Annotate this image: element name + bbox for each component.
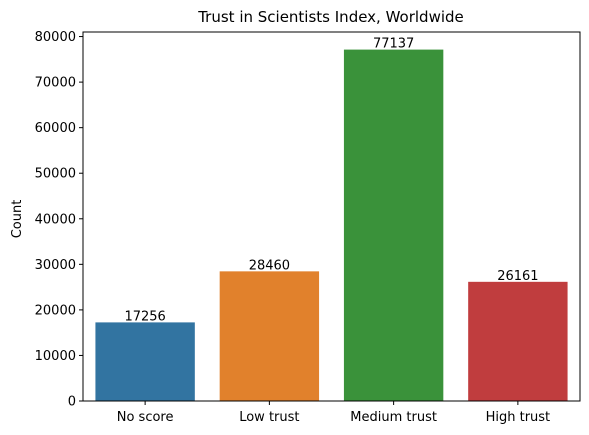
y-tick-label: 30000 (35, 258, 76, 273)
y-tick-label: 10000 (35, 349, 76, 364)
y-tick-label: 50000 (35, 167, 76, 182)
y-tick-label: 60000 (35, 121, 76, 136)
bar-medium-trust (343, 49, 444, 401)
x-tick-label: Low trust (239, 410, 299, 425)
data-labels-group: 17256 28460 77137 26161 (124, 37, 538, 325)
y-tick-label: 20000 (35, 303, 76, 318)
chart-title: Trust in Scientists Index, Worldwide (197, 8, 464, 26)
plot-frame (82, 31, 581, 402)
y-tick-label: 80000 (35, 30, 76, 45)
data-label: 28460 (249, 258, 290, 273)
x-axis-ticks: No score Low trust Medium trust High trust (117, 401, 550, 425)
x-tick-label: No score (117, 410, 174, 425)
y-axis-ticks: 0 10000 20000 30000 40000 50000 60000 70000 8000… (35, 30, 83, 410)
y-tick-label: 70000 (35, 76, 76, 91)
bar-no-score (95, 322, 195, 401)
x-tick-label: High trust (486, 410, 551, 425)
y-tick-label: 0 (68, 395, 76, 410)
bar-high-trust (468, 281, 568, 401)
data-label: 26161 (497, 269, 538, 284)
data-label: 17256 (124, 309, 165, 324)
y-tick-label: 40000 (35, 212, 76, 227)
x-tick-label: Medium trust (350, 410, 437, 425)
y-axis-label: Count (10, 200, 25, 239)
bars-group (95, 49, 568, 401)
data-label: 77137 (373, 37, 414, 52)
bar-low-trust (219, 271, 320, 401)
